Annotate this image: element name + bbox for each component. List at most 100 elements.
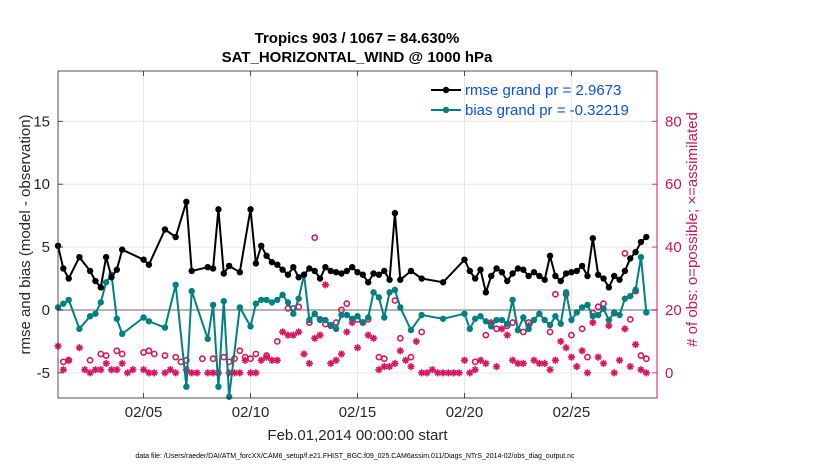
obs-assimilated-point	[610, 369, 618, 377]
rmse-point	[605, 284, 613, 291]
legend-marker	[442, 106, 450, 114]
obs-assimilated-point	[353, 344, 362, 352]
bias-point	[589, 313, 597, 320]
bias-point	[140, 314, 147, 321]
bias-point	[557, 320, 564, 327]
rmse-point	[188, 267, 195, 275]
obs-assimilated-point	[391, 359, 399, 368]
bias-point	[605, 316, 613, 324]
rmse-point	[498, 269, 506, 276]
bias-point	[327, 321, 334, 329]
rmse-point	[220, 270, 227, 277]
x-tick-label: 02/25	[553, 404, 591, 421]
bias-point	[311, 310, 318, 317]
rmse-point	[509, 270, 516, 277]
rmse-point	[525, 272, 532, 280]
bias-point	[370, 289, 377, 296]
bias-point	[225, 393, 233, 400]
obs-assimilated-point	[583, 369, 592, 377]
obs-assimilated-point	[589, 318, 597, 327]
obs-assimilated-point	[129, 366, 137, 374]
obs-assimilated-point	[123, 369, 132, 377]
obs-possible-point	[118, 350, 126, 358]
bias-point	[220, 297, 227, 305]
bias-point	[284, 299, 292, 306]
legend: rmse grand pr = 2.9673 bias grand pr = -0…	[431, 82, 629, 119]
rmse-point	[343, 267, 351, 275]
obs-possible-point	[343, 300, 351, 308]
bias-point	[391, 286, 399, 294]
obs-assimilated-point	[412, 337, 420, 346]
obs-assimilated-point	[396, 347, 404, 355]
bias-point	[627, 292, 634, 300]
bias-point	[611, 309, 618, 316]
obs-assimilated-point	[161, 369, 169, 377]
bias-point	[568, 316, 575, 324]
obs-assimilated-point	[428, 366, 436, 374]
obs-assimilated-point	[273, 356, 281, 364]
rmse-point	[263, 252, 270, 260]
obs-possible-point	[642, 355, 650, 363]
bias-point	[60, 300, 67, 307]
bias-point	[188, 287, 195, 295]
obs-possible-point	[97, 350, 105, 358]
obs-assimilated-point	[252, 369, 260, 377]
rmse-point	[204, 264, 211, 271]
rmse-point	[295, 274, 302, 281]
bias-point	[493, 316, 500, 324]
bias-point	[76, 325, 83, 333]
bias-point	[364, 314, 372, 321]
rmse-point	[332, 269, 340, 276]
y-right-tick-label: 60	[665, 176, 682, 193]
bias-point	[520, 314, 527, 321]
chart-title-line2: SAT_HORIZONTAL_WIND @ 1000 hPa	[222, 49, 493, 66]
obs-possible-point	[113, 347, 121, 355]
bias-point	[258, 296, 265, 304]
rmse-point	[338, 270, 345, 277]
rmse-point	[172, 233, 179, 241]
rmse-point	[397, 276, 404, 283]
rmse-point	[557, 277, 564, 285]
obs-assimilated-point	[476, 356, 485, 364]
obs-possible-point	[578, 325, 586, 333]
obs-assimilated-point	[193, 369, 201, 377]
rmse-point	[274, 261, 281, 268]
bias-point	[332, 325, 340, 333]
bias-point	[381, 314, 388, 321]
bias-point	[236, 304, 244, 311]
obs-assimilated-point	[482, 359, 490, 368]
rmse-point	[439, 279, 447, 286]
legend-marker	[442, 86, 450, 94]
bias-point	[215, 383, 222, 390]
bias-point	[418, 311, 425, 319]
obs-possible-point	[637, 352, 645, 359]
obs-assimilated-point	[166, 366, 174, 374]
rmse-point	[568, 269, 575, 276]
rmse-point	[209, 265, 217, 272]
obs-possible-point	[375, 353, 383, 361]
obs-assimilated-point	[567, 353, 576, 361]
obs-possible-point	[273, 338, 281, 345]
obs-assimilated-point	[562, 344, 570, 352]
bias-point	[482, 318, 490, 325]
obs-assimilated-point	[626, 362, 634, 371]
rmse-point	[311, 267, 318, 275]
bias-point	[637, 253, 645, 261]
obs-possible-point	[568, 331, 575, 339]
bias-point	[209, 301, 217, 309]
bias-point	[552, 313, 559, 320]
chart-title-line1: Tropics 903 / 1067 = 84.630%	[255, 30, 460, 47]
obs-assimilated-point	[637, 366, 645, 374]
rmse-point	[370, 270, 377, 277]
rmse-point	[573, 267, 580, 275]
obs-possible-point	[172, 353, 180, 361]
obs-assimilated-point	[375, 366, 383, 374]
obs-assimilated-point	[86, 369, 94, 377]
obs-possible-point	[311, 234, 319, 242]
rmse-point	[113, 266, 121, 273]
bias-point	[65, 296, 72, 304]
bias-point	[461, 310, 468, 317]
obs-assimilated-point	[300, 350, 308, 358]
rmse-point	[381, 267, 388, 275]
obs-assimilated-point	[385, 362, 394, 371]
